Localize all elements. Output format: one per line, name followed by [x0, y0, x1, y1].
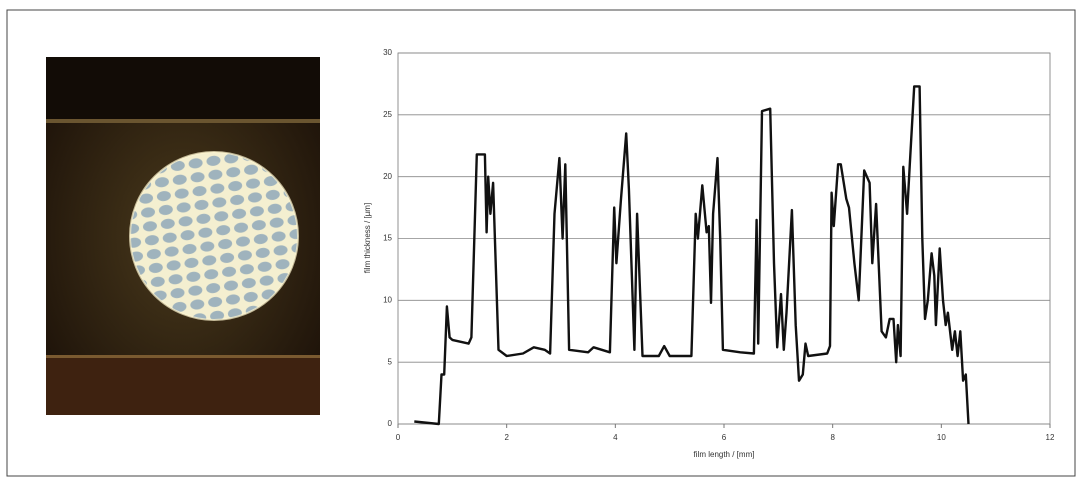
x-tick-label: 12: [1046, 433, 1055, 442]
y-tick-label: 20: [383, 172, 392, 181]
x-tick-label: 2: [504, 433, 509, 442]
y-tick-label: 5: [388, 357, 393, 366]
y-tick-label: 10: [383, 295, 392, 304]
x-tick-label: 6: [722, 433, 727, 442]
x-axis-label: film length / [mm]: [694, 450, 755, 459]
photo: [46, 57, 320, 415]
x-tick-label: 4: [613, 433, 618, 442]
x-tick-label: 8: [830, 433, 835, 442]
frame: [6, 9, 1076, 477]
x-tick-label: 10: [937, 433, 946, 442]
data-line: [414, 85, 970, 426]
y-axis-label: film thickness / [µm]: [363, 203, 372, 273]
y-tick-label: 15: [383, 234, 392, 243]
y-tick-label: 0: [388, 419, 393, 428]
x-tick-label: 0: [396, 433, 401, 442]
y-tick-label: 30: [383, 48, 392, 57]
y-tick-label: 25: [383, 110, 392, 119]
